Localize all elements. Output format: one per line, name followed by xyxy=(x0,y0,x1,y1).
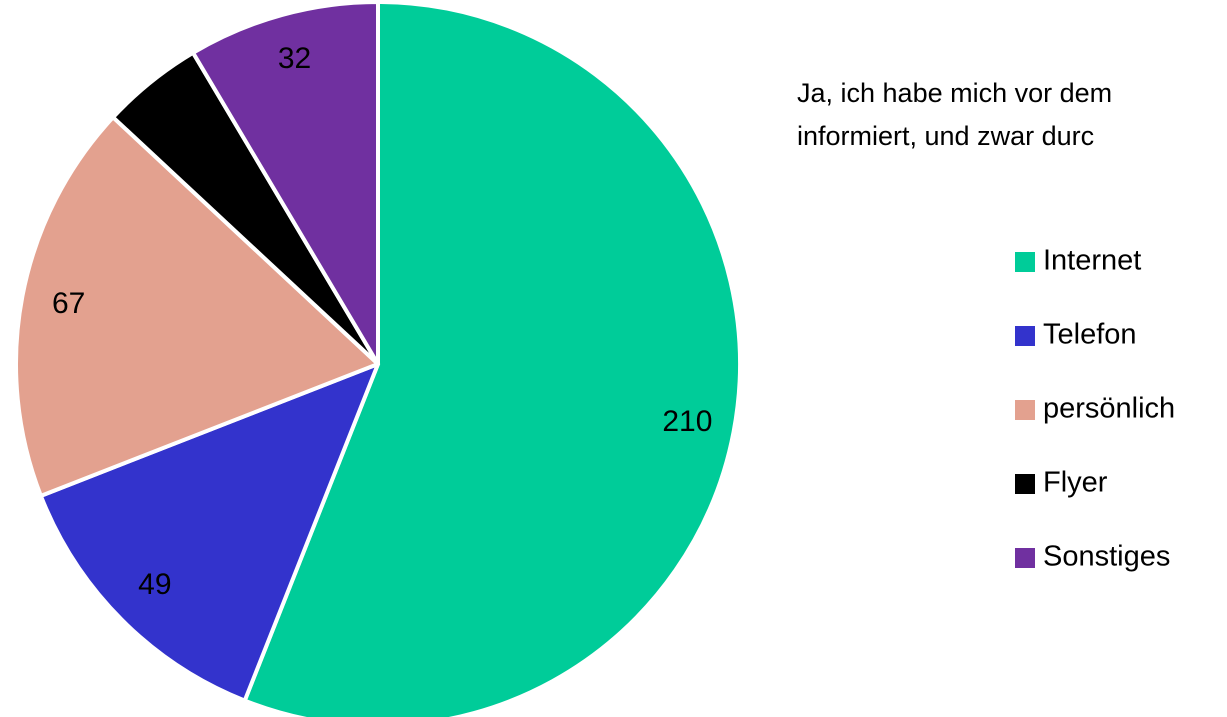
pie-slice xyxy=(242,0,742,717)
chart-title: Ja, ich habe mich vor dem xyxy=(797,78,1112,108)
pie-slice xyxy=(38,362,380,703)
legend-swatch xyxy=(1015,400,1035,420)
chart-title: informiert, und zwar durc xyxy=(797,121,1094,151)
legend-swatch xyxy=(1015,474,1035,494)
data-label: 67 xyxy=(52,287,85,320)
legend-label: Flyer xyxy=(1043,467,1108,499)
legend-label: Telefon xyxy=(1043,319,1137,351)
legend-label: Internet xyxy=(1043,245,1141,277)
pie-slice xyxy=(14,115,380,498)
legend-swatch xyxy=(1015,548,1035,568)
data-label: 32 xyxy=(278,42,311,75)
data-label: 210 xyxy=(662,405,712,438)
pie-slice xyxy=(191,0,380,366)
legend-swatch xyxy=(1015,252,1035,272)
legend-swatch xyxy=(1015,326,1035,346)
data-label: 49 xyxy=(138,568,171,601)
legend-label: Sonstiges xyxy=(1043,541,1170,573)
legend-label: persönlich xyxy=(1043,393,1175,425)
